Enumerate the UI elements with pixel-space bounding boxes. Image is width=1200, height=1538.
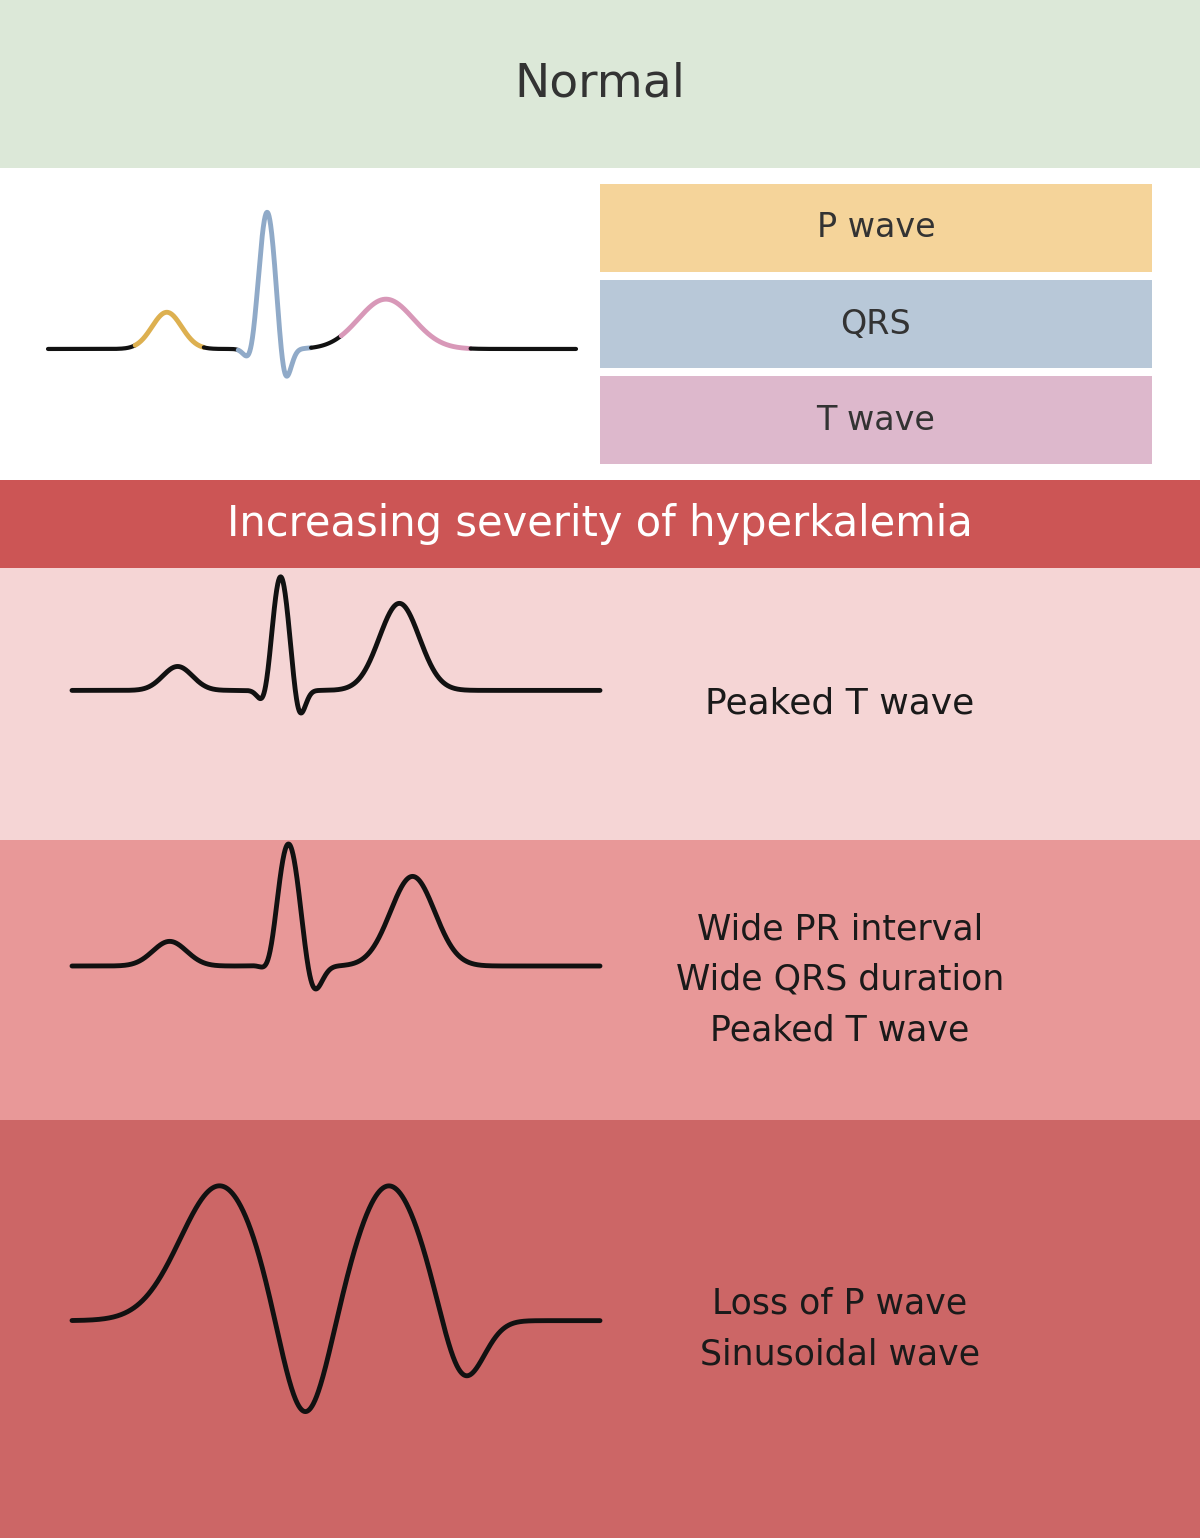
Text: Wide PR interval
Wide QRS duration
Peaked T wave: Wide PR interval Wide QRS duration Peake… [676,912,1004,1047]
Bar [0,568,1200,840]
Text: Peaked T wave: Peaked T wave [706,687,974,721]
Bar [0,480,1200,568]
Text: Loss of P wave
Sinusoidal wave: Loss of P wave Sinusoidal wave [700,1287,980,1370]
Bar [0,0,1200,168]
Bar [600,183,1152,272]
Text: T wave: T wave [816,403,936,437]
Text: P wave: P wave [817,211,935,245]
Text: Normal: Normal [515,62,685,106]
Bar [0,1120,1200,1538]
Text: QRS: QRS [841,308,911,340]
Bar [600,375,1152,464]
Bar [600,280,1152,368]
Bar [0,840,1200,1120]
Bar [0,168,1200,480]
Text: Increasing severity of hyperkalemia: Increasing severity of hyperkalemia [227,503,973,544]
